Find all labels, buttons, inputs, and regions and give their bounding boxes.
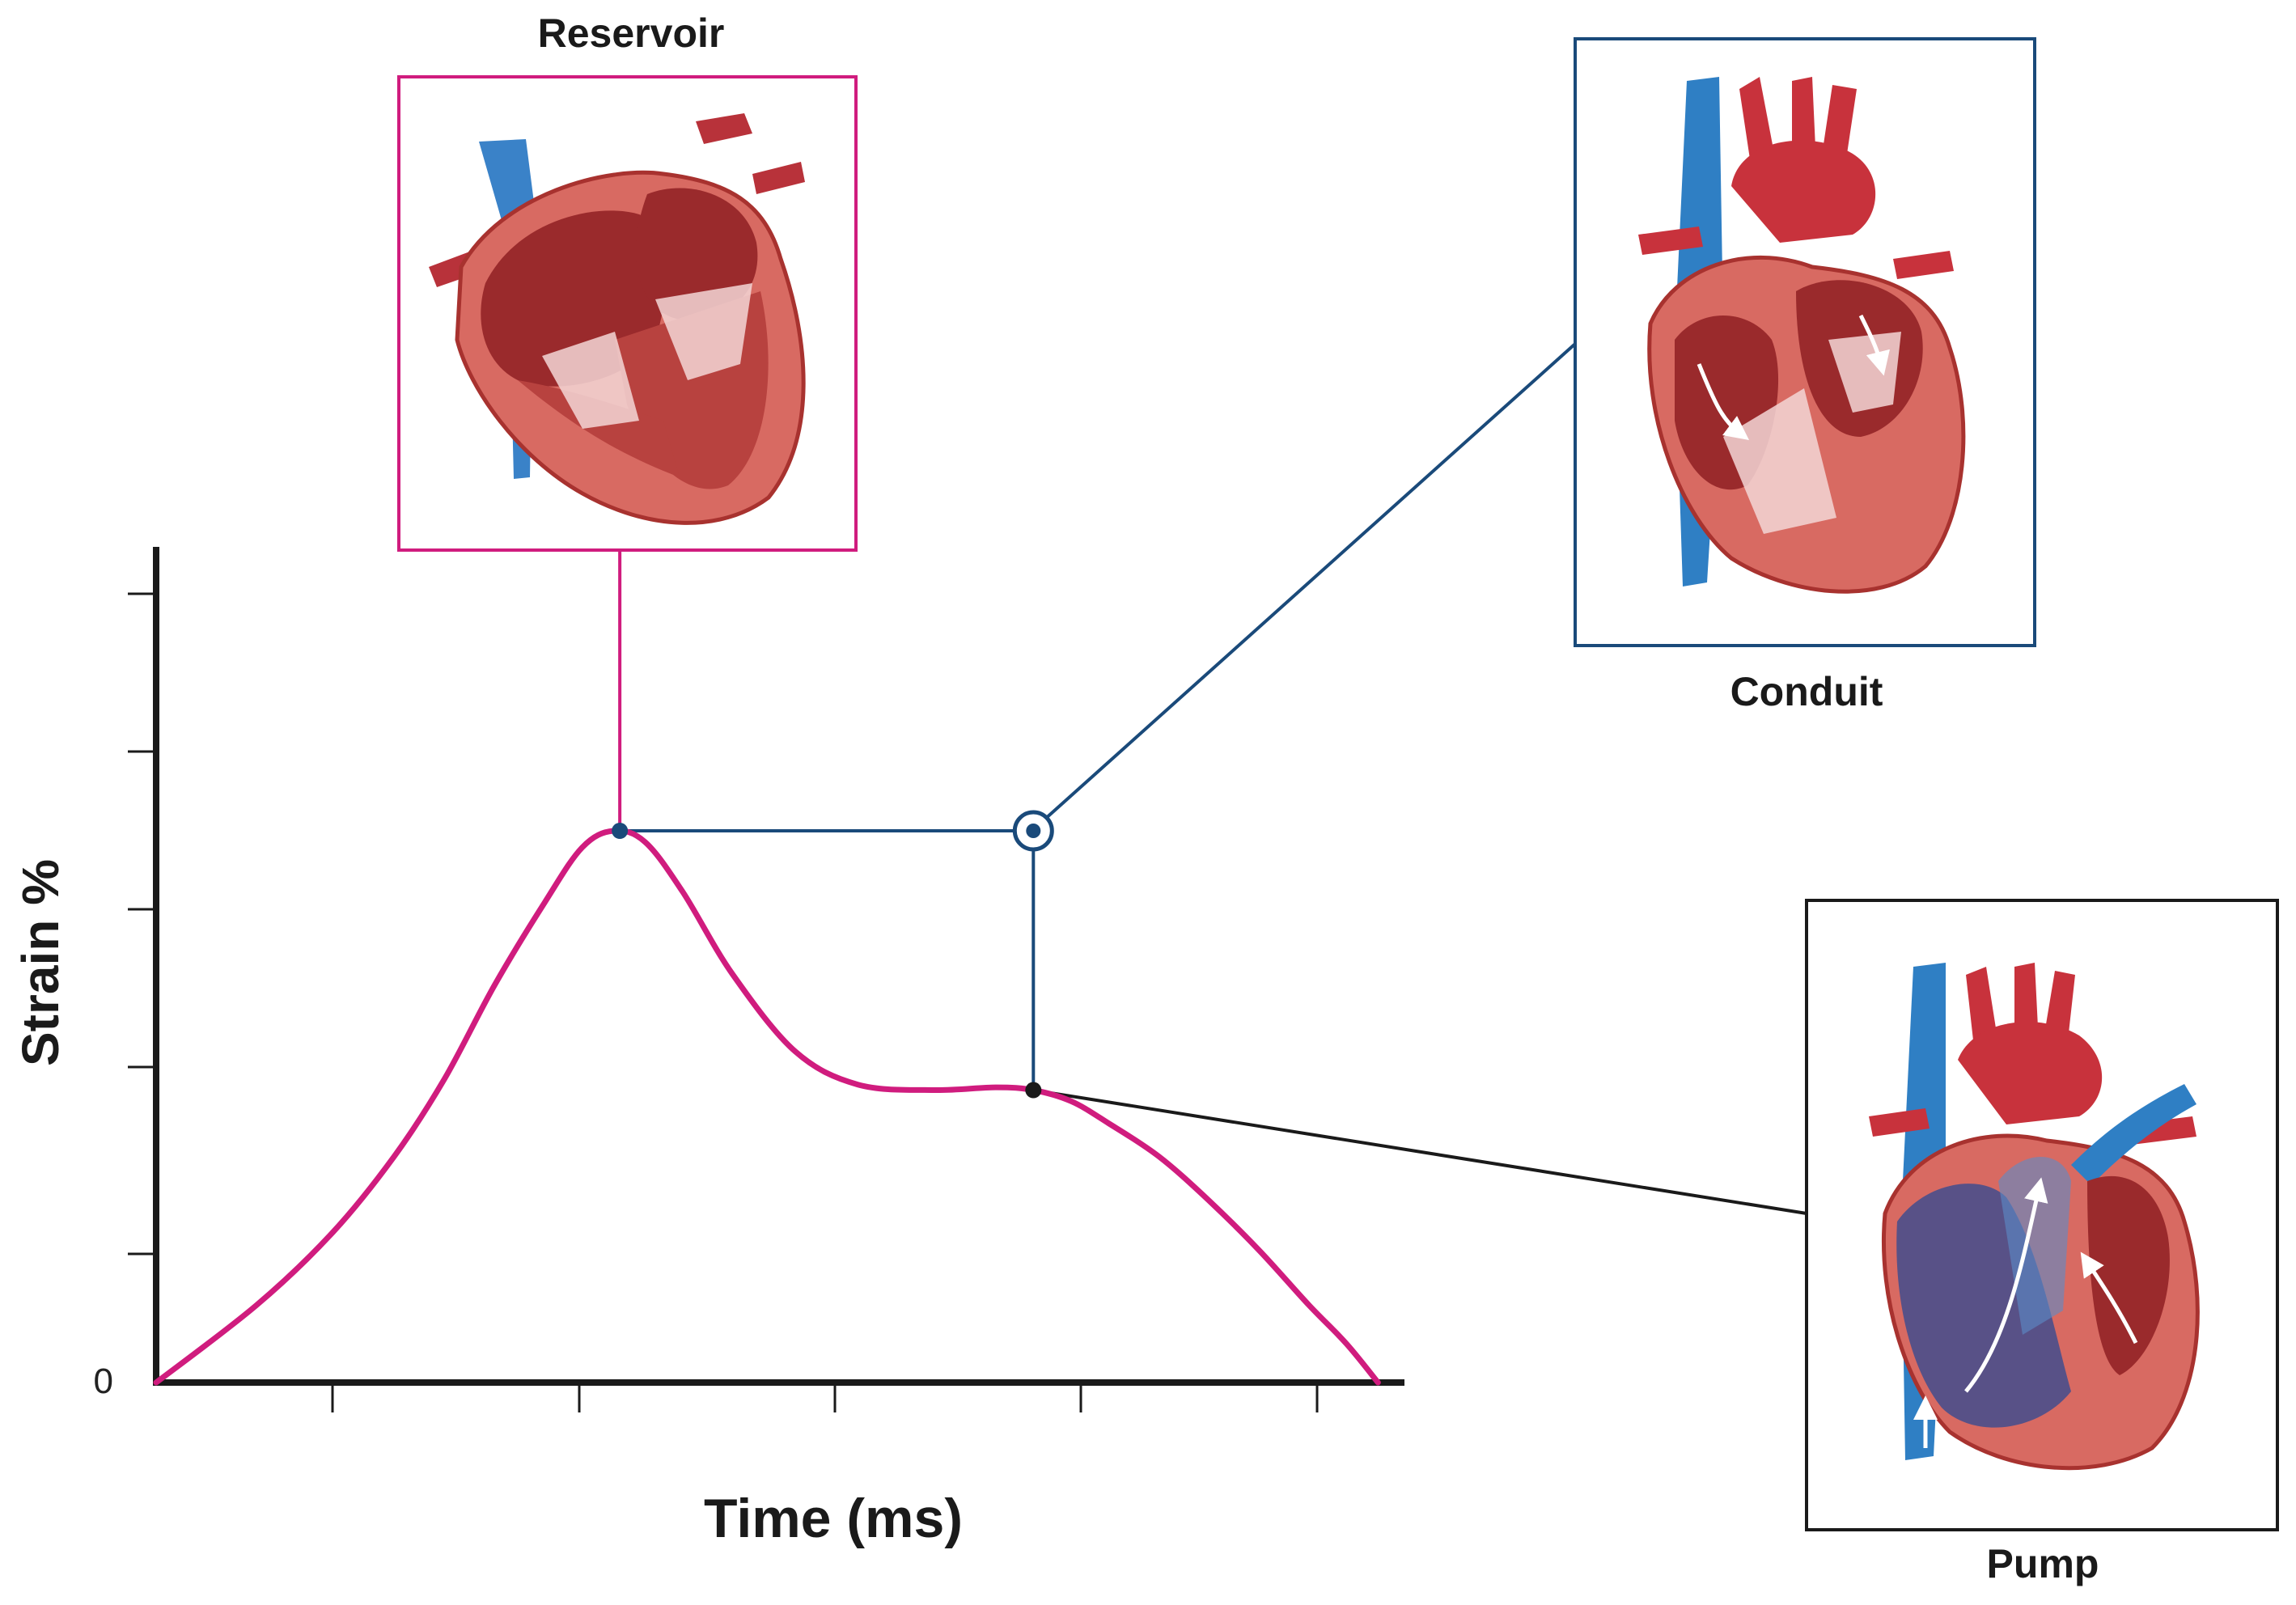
heart-cross-section-icon (429, 113, 806, 525)
strain-curve (153, 828, 1381, 1386)
x-ticks (331, 1383, 1319, 1412)
pump-panel: Pump (1805, 899, 2279, 1586)
curve-markers (612, 810, 1054, 1099)
conduit-panel: Conduit (1574, 37, 2036, 714)
pump-label: Pump (1987, 1541, 2099, 1586)
chart-axes: 0 Strain % Time (ms) (11, 547, 1404, 1549)
heart-pump-icon (1869, 963, 2200, 1471)
pump-marker (1025, 1082, 1042, 1099)
pump-connector-line (1032, 1088, 1807, 1215)
y-axis-label: Strain % (11, 859, 70, 1066)
heart-flow-icon (1638, 77, 1966, 594)
y-tick-label-zero: 0 (94, 1361, 113, 1401)
reservoir-label: Reservoir (538, 11, 725, 56)
connectors (618, 342, 1807, 1215)
conduit-marker (1026, 824, 1041, 838)
reservoir-peak-marker (612, 823, 629, 839)
reservoir-panel: Reservoir (397, 11, 858, 552)
y-ticks (128, 592, 156, 1256)
conduit-connector-line (1044, 342, 1577, 819)
conduit-label: Conduit (1730, 669, 1883, 714)
x-axis-label: Time (ms) (704, 1488, 963, 1549)
